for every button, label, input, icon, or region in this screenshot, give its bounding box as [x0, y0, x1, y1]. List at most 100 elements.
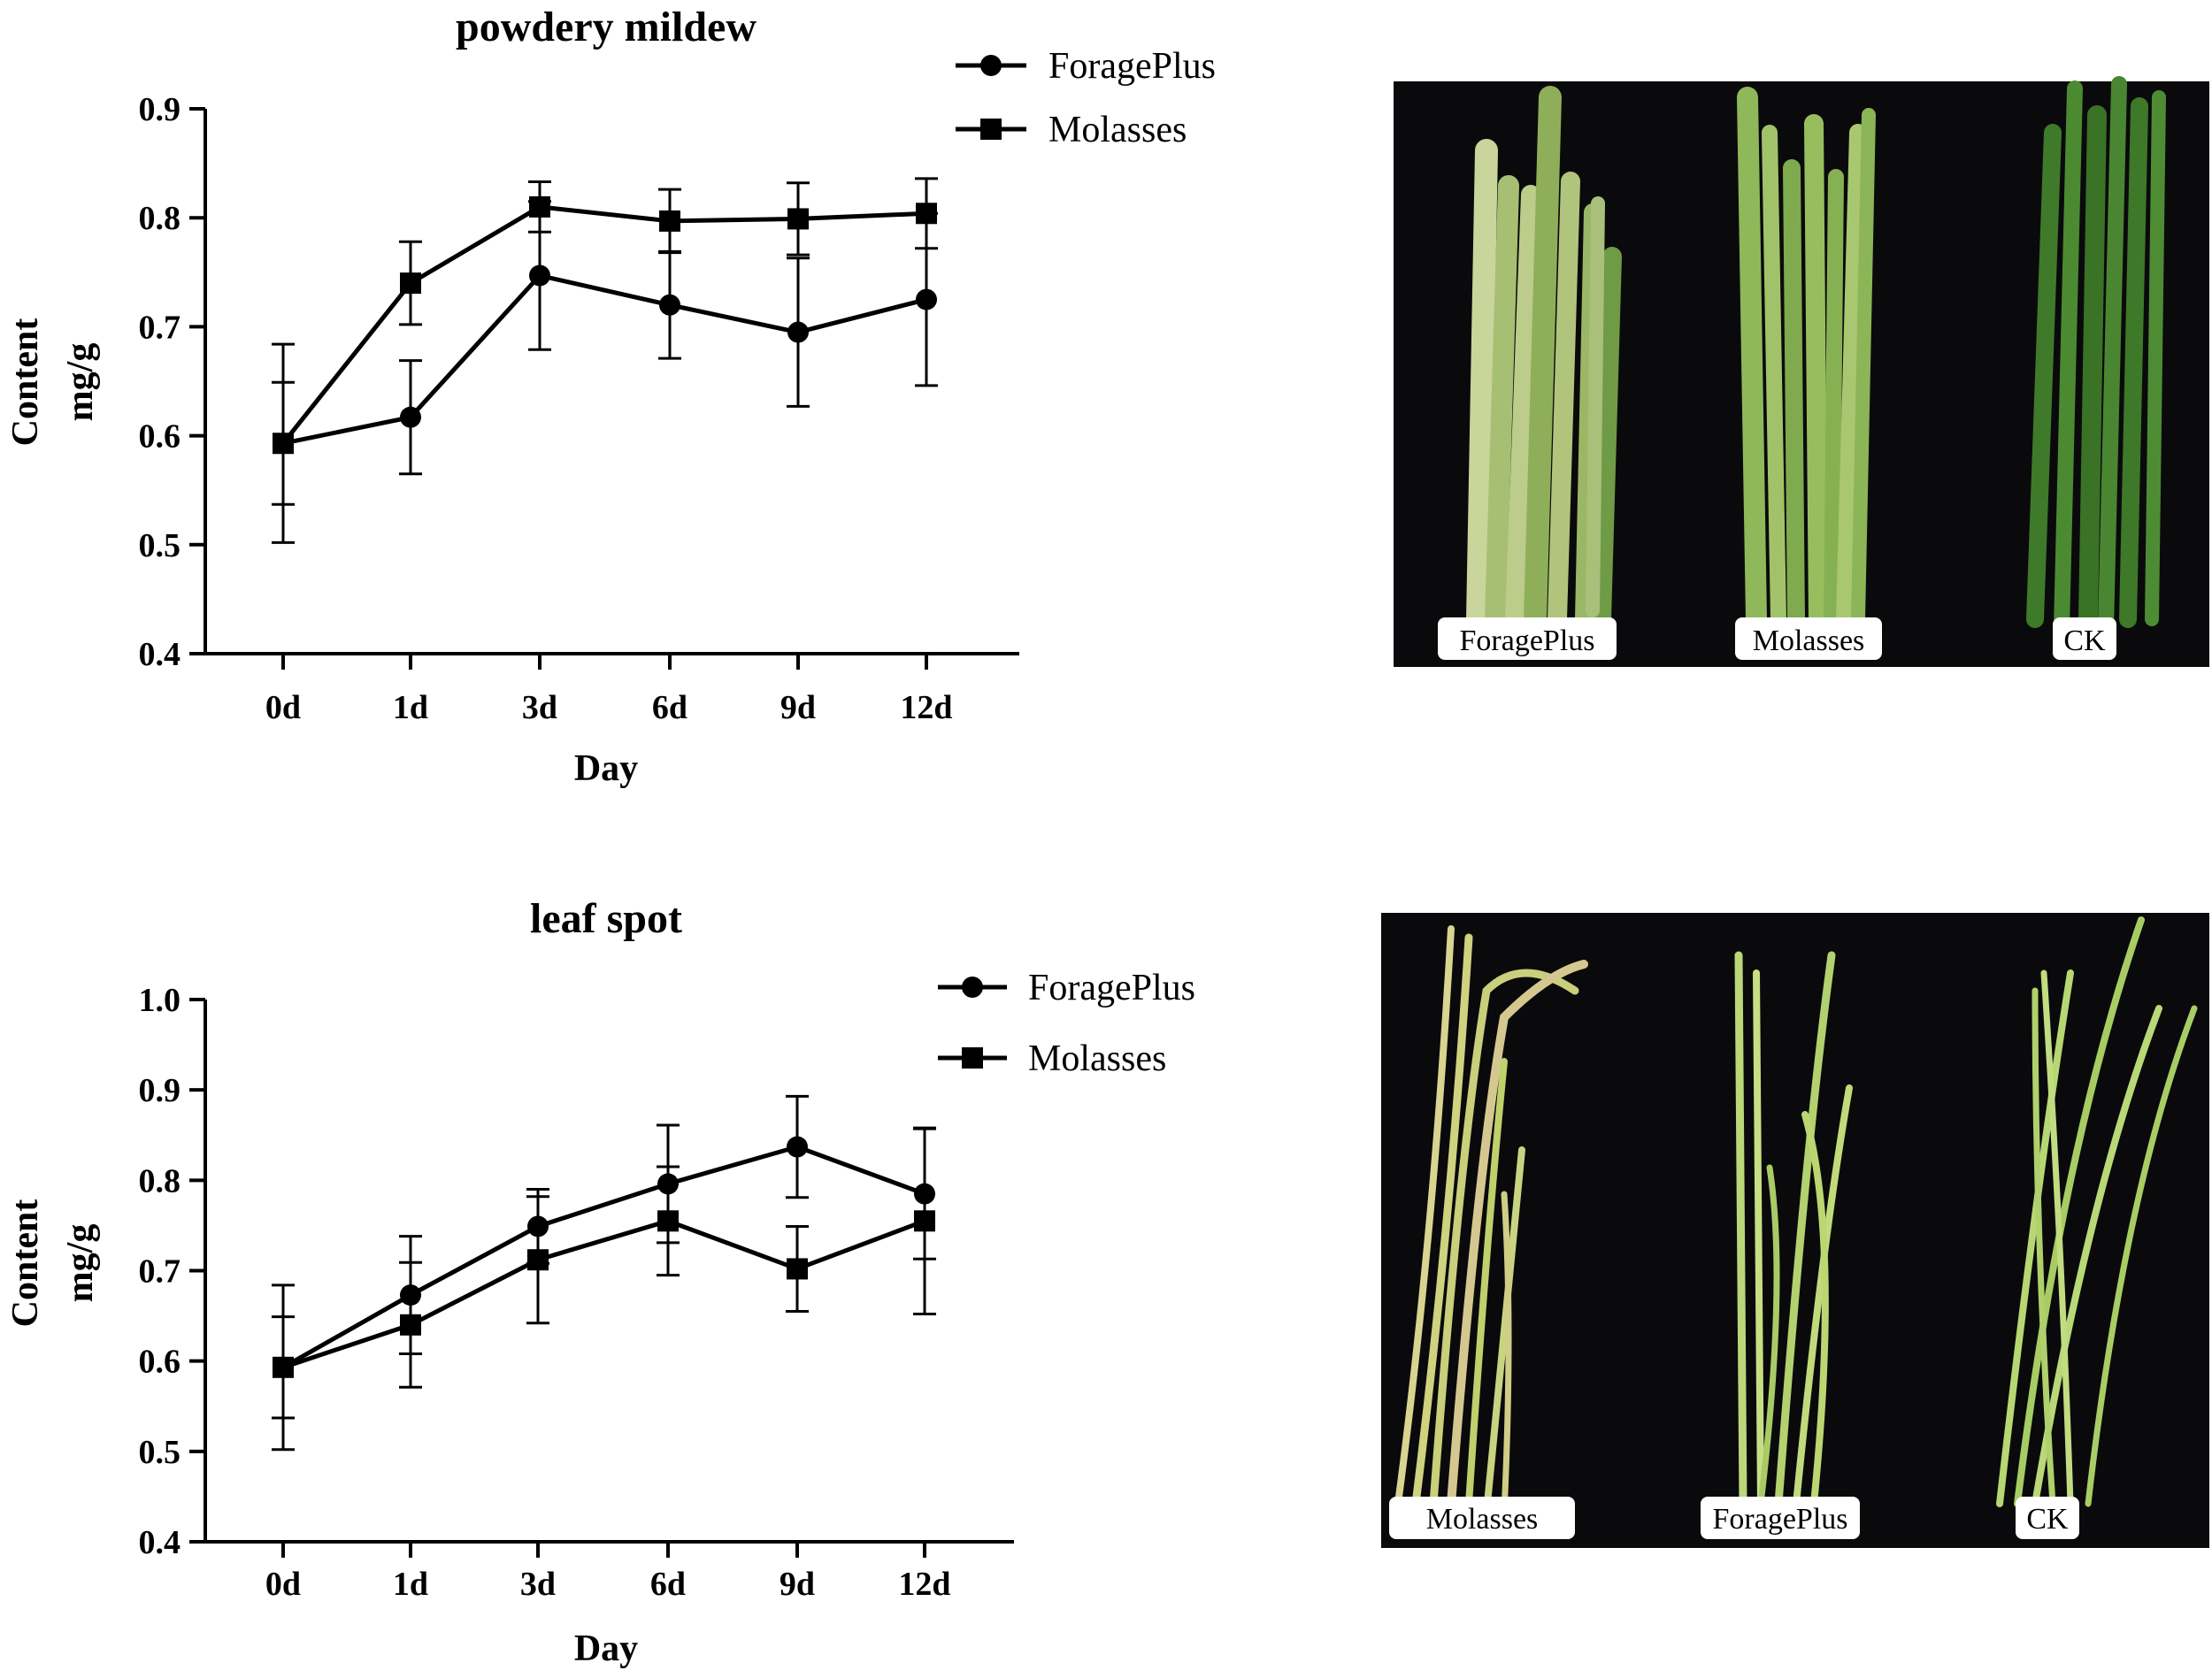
leaf-blade	[1548, 172, 1580, 629]
chart1-legend-molasses-label: Molasses	[1048, 110, 1187, 150]
chart1-x-tick-label: 12d	[900, 689, 952, 726]
chart2-legend-foragePlus-label: ForagePlus	[1028, 968, 1195, 1008]
leaf-blade	[2098, 76, 2127, 636]
chart1-xlabel: Day	[574, 748, 638, 789]
chart2-x-tick-label: 0d	[265, 1566, 301, 1603]
leaf-blade	[1804, 114, 1828, 629]
leaf-blade	[1485, 175, 1519, 630]
leaf-blade	[1501, 1191, 1512, 1516]
leaf-blade	[1465, 1058, 1508, 1507]
leaf-blade	[2026, 124, 2062, 628]
data-point-square	[527, 1249, 549, 1271]
photo2-label-2: ForagePlus	[1701, 1497, 1860, 1539]
chart2-title: leaf spot	[530, 895, 682, 942]
photo-powdery-mildew: ForagePlus Molasses CK	[1394, 76, 2209, 667]
chart2-x-tick-label: 9d	[780, 1566, 815, 1603]
chart2-x-tick-label: 6d	[650, 1566, 686, 1603]
data-point-square	[787, 1258, 808, 1280]
leaf-blade	[2032, 987, 2056, 1507]
photo-leaf-spot: Molasses ForagePlus CK	[1381, 913, 2209, 1548]
photo1-label-2-box	[1735, 617, 1882, 660]
data-point-circle	[916, 288, 937, 310]
data-point-square	[400, 272, 421, 295]
leaf-blade	[1762, 125, 1786, 627]
data-point-square	[400, 1314, 421, 1336]
photo1-label-1-text: ForagePlus	[1460, 624, 1595, 657]
chart1-y-tick-label: 0.5	[139, 527, 181, 564]
leaf-blade	[1801, 1111, 1829, 1507]
photo1-label-3-box	[2053, 617, 2116, 660]
photo2-label-3-text: CK	[2026, 1503, 2069, 1536]
leaf-blade	[2085, 1005, 2198, 1507]
chart1-series-forageplus	[272, 200, 938, 544]
leaf-blade	[1753, 969, 1764, 1507]
chart2-ylabel-main: Content	[5, 1199, 46, 1328]
chart1-series-molasses	[272, 177, 938, 506]
data-point-square	[273, 433, 294, 455]
chart1-x-tick-label: 3d	[522, 689, 557, 726]
chart2-x-tick-label: 12d	[898, 1566, 950, 1603]
photo2-label-1-box	[1389, 1497, 1575, 1539]
chart2-xlabel: Day	[574, 1628, 638, 1669]
leaf-blade	[1411, 933, 1473, 1508]
data-point-square	[914, 1210, 935, 1232]
photo2-label-3-box	[2016, 1497, 2079, 1539]
photo2-label-2-box	[1701, 1497, 1860, 1539]
photo1-label-2: Molasses	[1735, 617, 1882, 660]
photo2-label-3: CK	[2016, 1497, 2079, 1539]
chart1-y-tick-label: 0.7	[139, 309, 181, 346]
leaf-blade	[1783, 159, 1805, 628]
chart1-ylabel-main: Content	[5, 318, 46, 447]
leaf-blade	[1836, 124, 1867, 628]
photo2-label-1: Molasses	[1389, 1497, 1575, 1539]
leaf-blade	[2145, 90, 2166, 626]
leaf-blade	[1774, 951, 1836, 1508]
data-point-square	[657, 1210, 679, 1232]
chart2-x-tick-label: 3d	[520, 1566, 556, 1603]
chart1-title: powdery mildew	[456, 4, 757, 50]
chart2-legend-molasses-label: Molasses	[1028, 1038, 1166, 1079]
leaf-blade	[1737, 87, 1767, 630]
leaf-blade	[2078, 105, 2107, 629]
photo1-label-1-box	[1438, 617, 1617, 660]
legend-marker-circle	[962, 977, 983, 998]
legend-marker-circle	[980, 55, 1002, 76]
leaf-blade	[1466, 139, 1498, 631]
data-point-circle	[787, 321, 809, 343]
chart2-y-tick-label: 0.8	[139, 1162, 181, 1199]
leaf-blade	[1586, 196, 1605, 617]
chart1-ylabel-unit: mg/g	[60, 343, 101, 422]
chart2-plot: 0.4 0.5 0.6 0.7 0.8 0.9 1.0 0d 1d 3d 6d 9d 12d	[139, 977, 1014, 1603]
leaf-blade	[1851, 108, 1876, 626]
data-point-circle	[529, 264, 550, 287]
chart1-x-tick-label: 0d	[265, 689, 301, 726]
chart1-y-tick-label: 0.8	[139, 200, 181, 237]
chart1-y-tick-label: 0.6	[139, 418, 181, 456]
chart2-y-tick-label: 0.6	[139, 1344, 181, 1381]
data-point-circle	[659, 294, 680, 316]
leaf-blade	[1505, 185, 1540, 629]
leaf-blade	[1447, 960, 1588, 1508]
photo2-label-2-text: ForagePlus	[1713, 1503, 1848, 1536]
chart2-x-tick-label: 1d	[393, 1566, 428, 1603]
leaf-blade	[2014, 916, 2145, 1507]
chart2-legend-symbol-forageplus	[938, 977, 1007, 998]
chart2-series-forageplus	[272, 1094, 936, 1452]
series-line	[282, 1218, 926, 1370]
photo1-label-1: ForagePlus	[1438, 617, 1617, 660]
chart1-x-tick-label: 1d	[393, 689, 428, 726]
leaf-blade	[1394, 925, 1455, 1507]
series-line	[281, 1144, 926, 1369]
chart2-y-tick-label: 0.4	[139, 1524, 181, 1561]
chart2-y-tick-label: 0.7	[139, 1253, 181, 1291]
chart1-legend-symbol-forageplus	[956, 55, 1026, 76]
chart2-ylabel-unit: mg/g	[60, 1224, 101, 1303]
data-point-square	[273, 1356, 294, 1378]
leaf-blade	[1592, 247, 1622, 629]
leaf-blade	[1734, 951, 1747, 1508]
chart1-y-tick-label: 0.9	[139, 91, 181, 128]
chart1-legend-foragePlus-label: ForagePlus	[1048, 46, 1216, 87]
leaf-blade	[1524, 86, 1562, 631]
photo1-label-2-text: Molasses	[1753, 624, 1865, 657]
